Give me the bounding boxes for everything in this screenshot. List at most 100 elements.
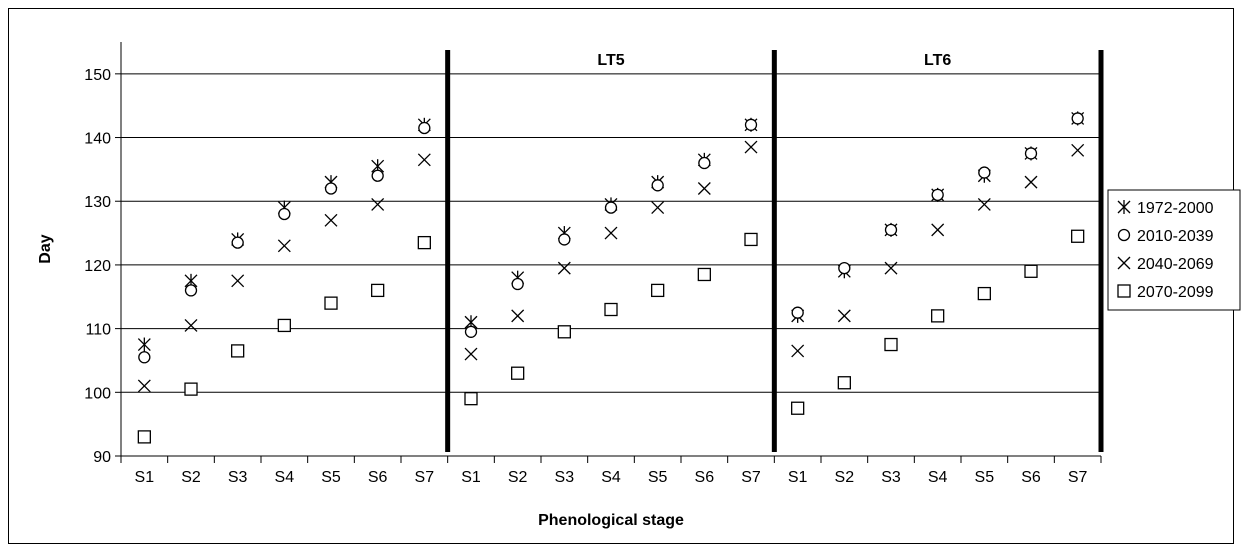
point-2070-2099-17 <box>884 337 898 352</box>
point-2070-2099-12 <box>651 283 665 298</box>
x-tick-label-s4-3: S4 <box>928 469 948 486</box>
point-2010-2039-13 <box>698 156 711 170</box>
point-2010-2039-16 <box>838 261 851 275</box>
x-axis-title: Phenological stage <box>538 512 684 529</box>
point-2010-2039-8 <box>464 325 478 338</box>
x-tick-label-s1-3: S1 <box>788 469 808 486</box>
point-2070-2099-2 <box>184 382 198 396</box>
point-2010-2039-14 <box>744 118 758 131</box>
panel-title-lt5: LT5 <box>597 52 624 69</box>
x-tick-label-s5-3: S5 <box>975 469 995 486</box>
point-2040-2069-5 <box>324 213 338 227</box>
point-2040-2069-14 <box>744 140 758 154</box>
point-1972-2000-1 <box>137 337 151 352</box>
legend-label-2010-2039: 2010-2039 <box>1137 228 1214 245</box>
point-2070-2099-4 <box>277 318 291 333</box>
x-tick-label-s2-3: S2 <box>835 469 855 486</box>
y-tick-label-140: 140 <box>84 131 111 148</box>
point-2070-2099-19 <box>977 286 991 301</box>
point-2040-2069-20 <box>1024 175 1038 189</box>
legend-marker-2010-2039 <box>1117 228 1131 242</box>
x-tick-label-s5-2: S5 <box>648 469 668 486</box>
point-2070-2099-3 <box>231 344 245 358</box>
point-2040-2069-16 <box>837 309 851 323</box>
legend-marker-2040-2069 <box>1117 256 1131 270</box>
point-2040-2069-17 <box>884 261 898 275</box>
point-2070-2099-21 <box>1071 229 1085 243</box>
point-2040-2069-15 <box>791 344 805 358</box>
x-tick-label-s7-3: S7 <box>1068 469 1088 486</box>
y-tick-label-120: 120 <box>84 258 111 275</box>
point-2040-2069-3 <box>231 274 245 288</box>
point-2070-2099-16 <box>837 376 851 390</box>
point-2040-2069-10 <box>557 261 571 275</box>
point-2070-2099-9 <box>511 366 525 380</box>
x-tick-label-s6-1: S6 <box>368 469 388 486</box>
x-tick-label-s7-2: S7 <box>741 469 761 486</box>
point-2010-2039-1 <box>138 351 151 364</box>
legend-label-2070-2099: 2070-2099 <box>1137 284 1214 301</box>
x-tick-label-s1-1: S1 <box>135 469 155 486</box>
y-tick-label-130: 130 <box>84 194 111 211</box>
point-2070-2099-1 <box>137 430 151 444</box>
point-2040-2069-7 <box>417 153 431 167</box>
point-2010-2039-10 <box>558 233 571 246</box>
legend-label-2040-2069: 2040-2069 <box>1137 256 1214 273</box>
point-2040-2069-2 <box>184 318 198 332</box>
point-2040-2069-18 <box>931 223 945 237</box>
point-2040-2069-8 <box>464 347 478 361</box>
point-2070-2099-7 <box>417 235 431 250</box>
point-2010-2039-3 <box>231 236 244 249</box>
panel-title-lt6: LT6 <box>924 52 951 69</box>
x-tick-label-s3-3: S3 <box>881 469 901 486</box>
x-tick-label-s4-1: S4 <box>275 469 295 486</box>
point-2070-2099-6 <box>371 283 385 298</box>
x-tick-label-s5-1: S5 <box>321 469 341 486</box>
point-2070-2099-14 <box>744 232 758 247</box>
point-2070-2099-5 <box>324 296 338 310</box>
point-2040-2069-1 <box>137 379 151 393</box>
point-2070-2099-11 <box>604 302 618 317</box>
point-2040-2069-13 <box>697 182 711 195</box>
point-2040-2069-11 <box>604 226 618 240</box>
x-tick-label-s6-2: S6 <box>695 469 715 486</box>
point-2010-2039-2 <box>184 284 198 297</box>
point-2010-2039-4 <box>278 207 291 221</box>
point-2010-2039-9 <box>511 277 524 291</box>
y-tick-label-110: 110 <box>85 322 111 339</box>
point-2010-2039-21 <box>1071 112 1084 125</box>
y-tick-label-150: 150 <box>84 67 111 84</box>
point-2070-2099-13 <box>697 267 711 282</box>
point-2070-2099-20 <box>1024 264 1038 278</box>
point-2010-2039-12 <box>651 179 664 192</box>
point-2070-2099-8 <box>464 392 478 406</box>
point-2010-2039-19 <box>978 166 991 179</box>
point-2010-2039-20 <box>1024 147 1038 160</box>
point-2040-2069-12 <box>651 201 665 215</box>
point-2010-2039-7 <box>418 121 431 135</box>
point-2040-2069-9 <box>511 309 525 323</box>
x-tick-label-s3-1: S3 <box>228 469 248 486</box>
point-2010-2039-11 <box>604 201 618 214</box>
x-tick-label-s2-1: S2 <box>181 469 201 486</box>
x-tick-label-s6-3: S6 <box>1021 469 1041 486</box>
point-2070-2099-10 <box>557 325 571 339</box>
point-2040-2069-6 <box>371 197 385 211</box>
point-2070-2099-18 <box>931 309 945 323</box>
point-2010-2039-15 <box>791 306 804 319</box>
x-tick-label-s2-2: S2 <box>508 469 528 486</box>
point-2010-2039-5 <box>324 182 338 195</box>
x-tick-label-s4-2: S4 <box>601 469 621 486</box>
x-tick-label-s1-2: S1 <box>461 469 481 486</box>
point-2040-2069-4 <box>277 239 291 253</box>
y-tick-label-90: 90 <box>93 449 111 466</box>
point-2010-2039-6 <box>371 169 384 182</box>
x-tick-label-s7-1: S7 <box>415 469 435 486</box>
legend-label-1972-2000: 1972-2000 <box>1137 200 1214 217</box>
y-tick-label-100: 100 <box>84 385 111 402</box>
point-2070-2099-15 <box>791 401 805 415</box>
point-2010-2039-17 <box>884 223 898 237</box>
legend-marker-1972-2000 <box>1117 200 1131 214</box>
point-2040-2069-21 <box>1071 143 1085 157</box>
